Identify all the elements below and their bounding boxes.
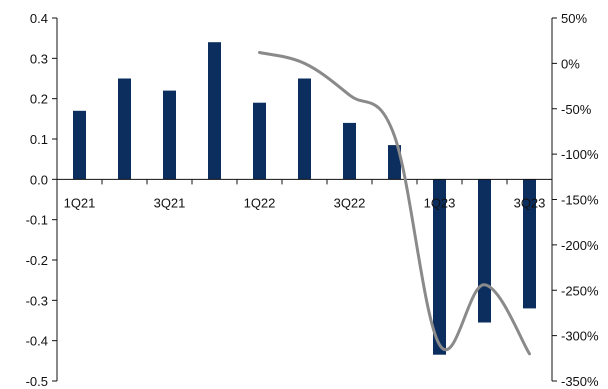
left-tick-label: -0.1 — [26, 213, 48, 228]
x-tick-label: 3Q22 — [334, 195, 366, 210]
left-tick-label: 0.2 — [30, 92, 48, 107]
right-tick-label: -200% — [561, 238, 599, 253]
bar-2Q23 — [478, 179, 491, 323]
bar-3Q21 — [163, 90, 176, 180]
bar-2Q22 — [298, 78, 311, 180]
right-tick-label: 50% — [561, 11, 587, 26]
right-tick-label: -150% — [561, 193, 599, 208]
bar-3Q22 — [343, 122, 356, 180]
right-tick-label: -100% — [561, 147, 599, 162]
right-tick-label: -50% — [561, 102, 592, 117]
x-tick-label: 3Q21 — [154, 195, 186, 210]
right-tick-label: -250% — [561, 283, 599, 298]
bar-series — [73, 42, 536, 355]
line-series-path — [258, 51, 531, 356]
bar-1Q23 — [433, 179, 446, 355]
right-y-axis: 50% 0% -50% -100% -150% -200% -250% -300% -350% — [551, 11, 599, 389]
left-tick-label: 0.0 — [30, 172, 48, 187]
bar-1Q22 — [253, 102, 266, 180]
bar-4Q22 — [388, 145, 401, 180]
left-tick-label: 0.1 — [30, 132, 48, 147]
left-tick-label: -0.3 — [26, 293, 48, 308]
bar-4Q21 — [208, 42, 221, 180]
left-tick-label: -0.4 — [26, 334, 48, 349]
left-tick-label: 0.3 — [30, 51, 48, 66]
x-tick-label: 1Q23 — [424, 195, 456, 210]
bar-2Q21 — [118, 78, 131, 180]
bar-3Q23 — [523, 179, 536, 309]
right-tick-label: 0% — [561, 56, 580, 71]
left-tick-label: 0.4 — [30, 11, 48, 26]
right-tick-label: -300% — [561, 329, 599, 344]
right-tick-label: -350% — [561, 374, 599, 389]
x-tick-label: 3Q23 — [514, 195, 546, 210]
x-tick-label: 1Q21 — [64, 195, 96, 210]
left-y-axis: 0.4 0.3 0.2 0.1 0.0 -0.1 -0.2 -0.3 -0.4 -0.5 — [26, 11, 58, 389]
x-tick-label: 1Q22 — [244, 195, 276, 210]
left-tick-label: -0.2 — [26, 253, 48, 268]
line-series — [258, 51, 531, 356]
x-axis: 1Q21 3Q21 1Q22 3Q22 1Q23 3Q23 — [56, 178, 553, 210]
left-tick-label: -0.5 — [26, 374, 48, 389]
bar-1Q21 — [73, 110, 86, 180]
